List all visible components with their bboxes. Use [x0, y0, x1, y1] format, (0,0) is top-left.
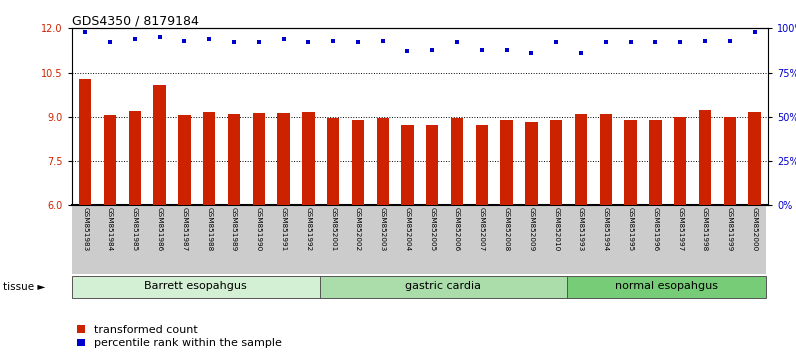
Bar: [575, 114, 587, 205]
Text: GSM851989: GSM851989: [231, 207, 237, 252]
Point: [649, 40, 661, 45]
Text: GSM852001: GSM852001: [330, 207, 336, 252]
Bar: [352, 120, 364, 205]
Text: GSM851991: GSM851991: [280, 207, 287, 252]
Text: GSM852009: GSM852009: [529, 207, 534, 252]
Bar: [501, 120, 513, 205]
Bar: [699, 110, 711, 205]
Bar: [724, 118, 736, 205]
Text: GSM852002: GSM852002: [355, 207, 361, 252]
Bar: [72, 275, 319, 298]
Bar: [277, 113, 290, 205]
Text: GSM852003: GSM852003: [380, 207, 386, 252]
Text: GSM852007: GSM852007: [479, 207, 485, 252]
Text: GSM852008: GSM852008: [504, 207, 509, 252]
Point: [327, 38, 340, 44]
Bar: [302, 113, 314, 205]
Point: [401, 48, 414, 54]
Text: GDS4350 / 8179184: GDS4350 / 8179184: [72, 14, 198, 27]
Point: [575, 50, 587, 56]
Point: [673, 40, 686, 45]
Bar: [624, 120, 637, 205]
Point: [525, 50, 538, 56]
Bar: [129, 111, 141, 205]
Point: [724, 38, 736, 44]
Text: GSM851983: GSM851983: [82, 207, 88, 252]
Text: GSM851987: GSM851987: [181, 207, 187, 252]
Text: normal esopahgus: normal esopahgus: [615, 281, 718, 291]
Bar: [154, 85, 166, 205]
Text: GSM851999: GSM851999: [727, 207, 733, 252]
Text: GSM851986: GSM851986: [157, 207, 162, 252]
Bar: [203, 113, 216, 205]
Point: [550, 40, 563, 45]
Point: [178, 38, 191, 44]
Point: [475, 47, 488, 52]
Point: [277, 36, 290, 42]
Bar: [426, 125, 439, 205]
Bar: [568, 275, 766, 298]
Text: tissue ►: tissue ►: [3, 282, 45, 292]
Bar: [252, 113, 265, 205]
Bar: [599, 114, 612, 205]
Text: GSM851995: GSM851995: [627, 207, 634, 252]
Text: GSM851985: GSM851985: [132, 207, 138, 252]
Text: GSM851996: GSM851996: [653, 207, 658, 252]
Point: [377, 38, 389, 44]
Bar: [178, 115, 190, 205]
Text: Barrett esopahgus: Barrett esopahgus: [144, 281, 247, 291]
Point: [500, 47, 513, 52]
Point: [624, 40, 637, 45]
Bar: [748, 112, 761, 205]
Text: GSM851992: GSM851992: [306, 207, 311, 252]
Text: gastric cardia: gastric cardia: [405, 281, 482, 291]
Bar: [476, 125, 488, 205]
Point: [103, 40, 116, 45]
Bar: [650, 120, 661, 205]
Point: [748, 29, 761, 35]
Text: GSM852005: GSM852005: [429, 207, 435, 252]
Point: [699, 38, 712, 44]
Point: [252, 40, 265, 45]
Text: GSM852004: GSM852004: [404, 207, 411, 252]
Point: [203, 36, 216, 42]
Point: [228, 40, 240, 45]
Text: GSM851994: GSM851994: [603, 207, 609, 252]
Bar: [228, 114, 240, 205]
Point: [154, 34, 166, 40]
Bar: [451, 118, 463, 205]
Point: [599, 40, 612, 45]
Text: GSM852010: GSM852010: [553, 207, 560, 252]
Text: GSM852000: GSM852000: [751, 207, 758, 252]
Point: [451, 40, 463, 45]
Text: GSM852006: GSM852006: [454, 207, 460, 252]
Text: GSM851984: GSM851984: [107, 207, 113, 252]
Bar: [79, 79, 92, 205]
Bar: [401, 125, 414, 205]
Bar: [550, 120, 563, 205]
Point: [79, 29, 92, 35]
Text: GSM851988: GSM851988: [206, 207, 213, 252]
Bar: [377, 118, 389, 205]
Point: [128, 36, 141, 42]
Legend: transformed count, percentile rank within the sample: transformed count, percentile rank withi…: [77, 325, 282, 348]
Point: [426, 47, 439, 52]
Bar: [103, 115, 116, 205]
Point: [302, 40, 314, 45]
Bar: [674, 118, 686, 205]
Bar: [319, 275, 568, 298]
Bar: [525, 122, 537, 205]
Text: GSM851998: GSM851998: [702, 207, 708, 252]
Text: GSM851993: GSM851993: [578, 207, 584, 252]
Text: GSM851990: GSM851990: [256, 207, 262, 252]
Bar: [327, 118, 339, 205]
Point: [352, 40, 365, 45]
Text: GSM851997: GSM851997: [677, 207, 683, 252]
